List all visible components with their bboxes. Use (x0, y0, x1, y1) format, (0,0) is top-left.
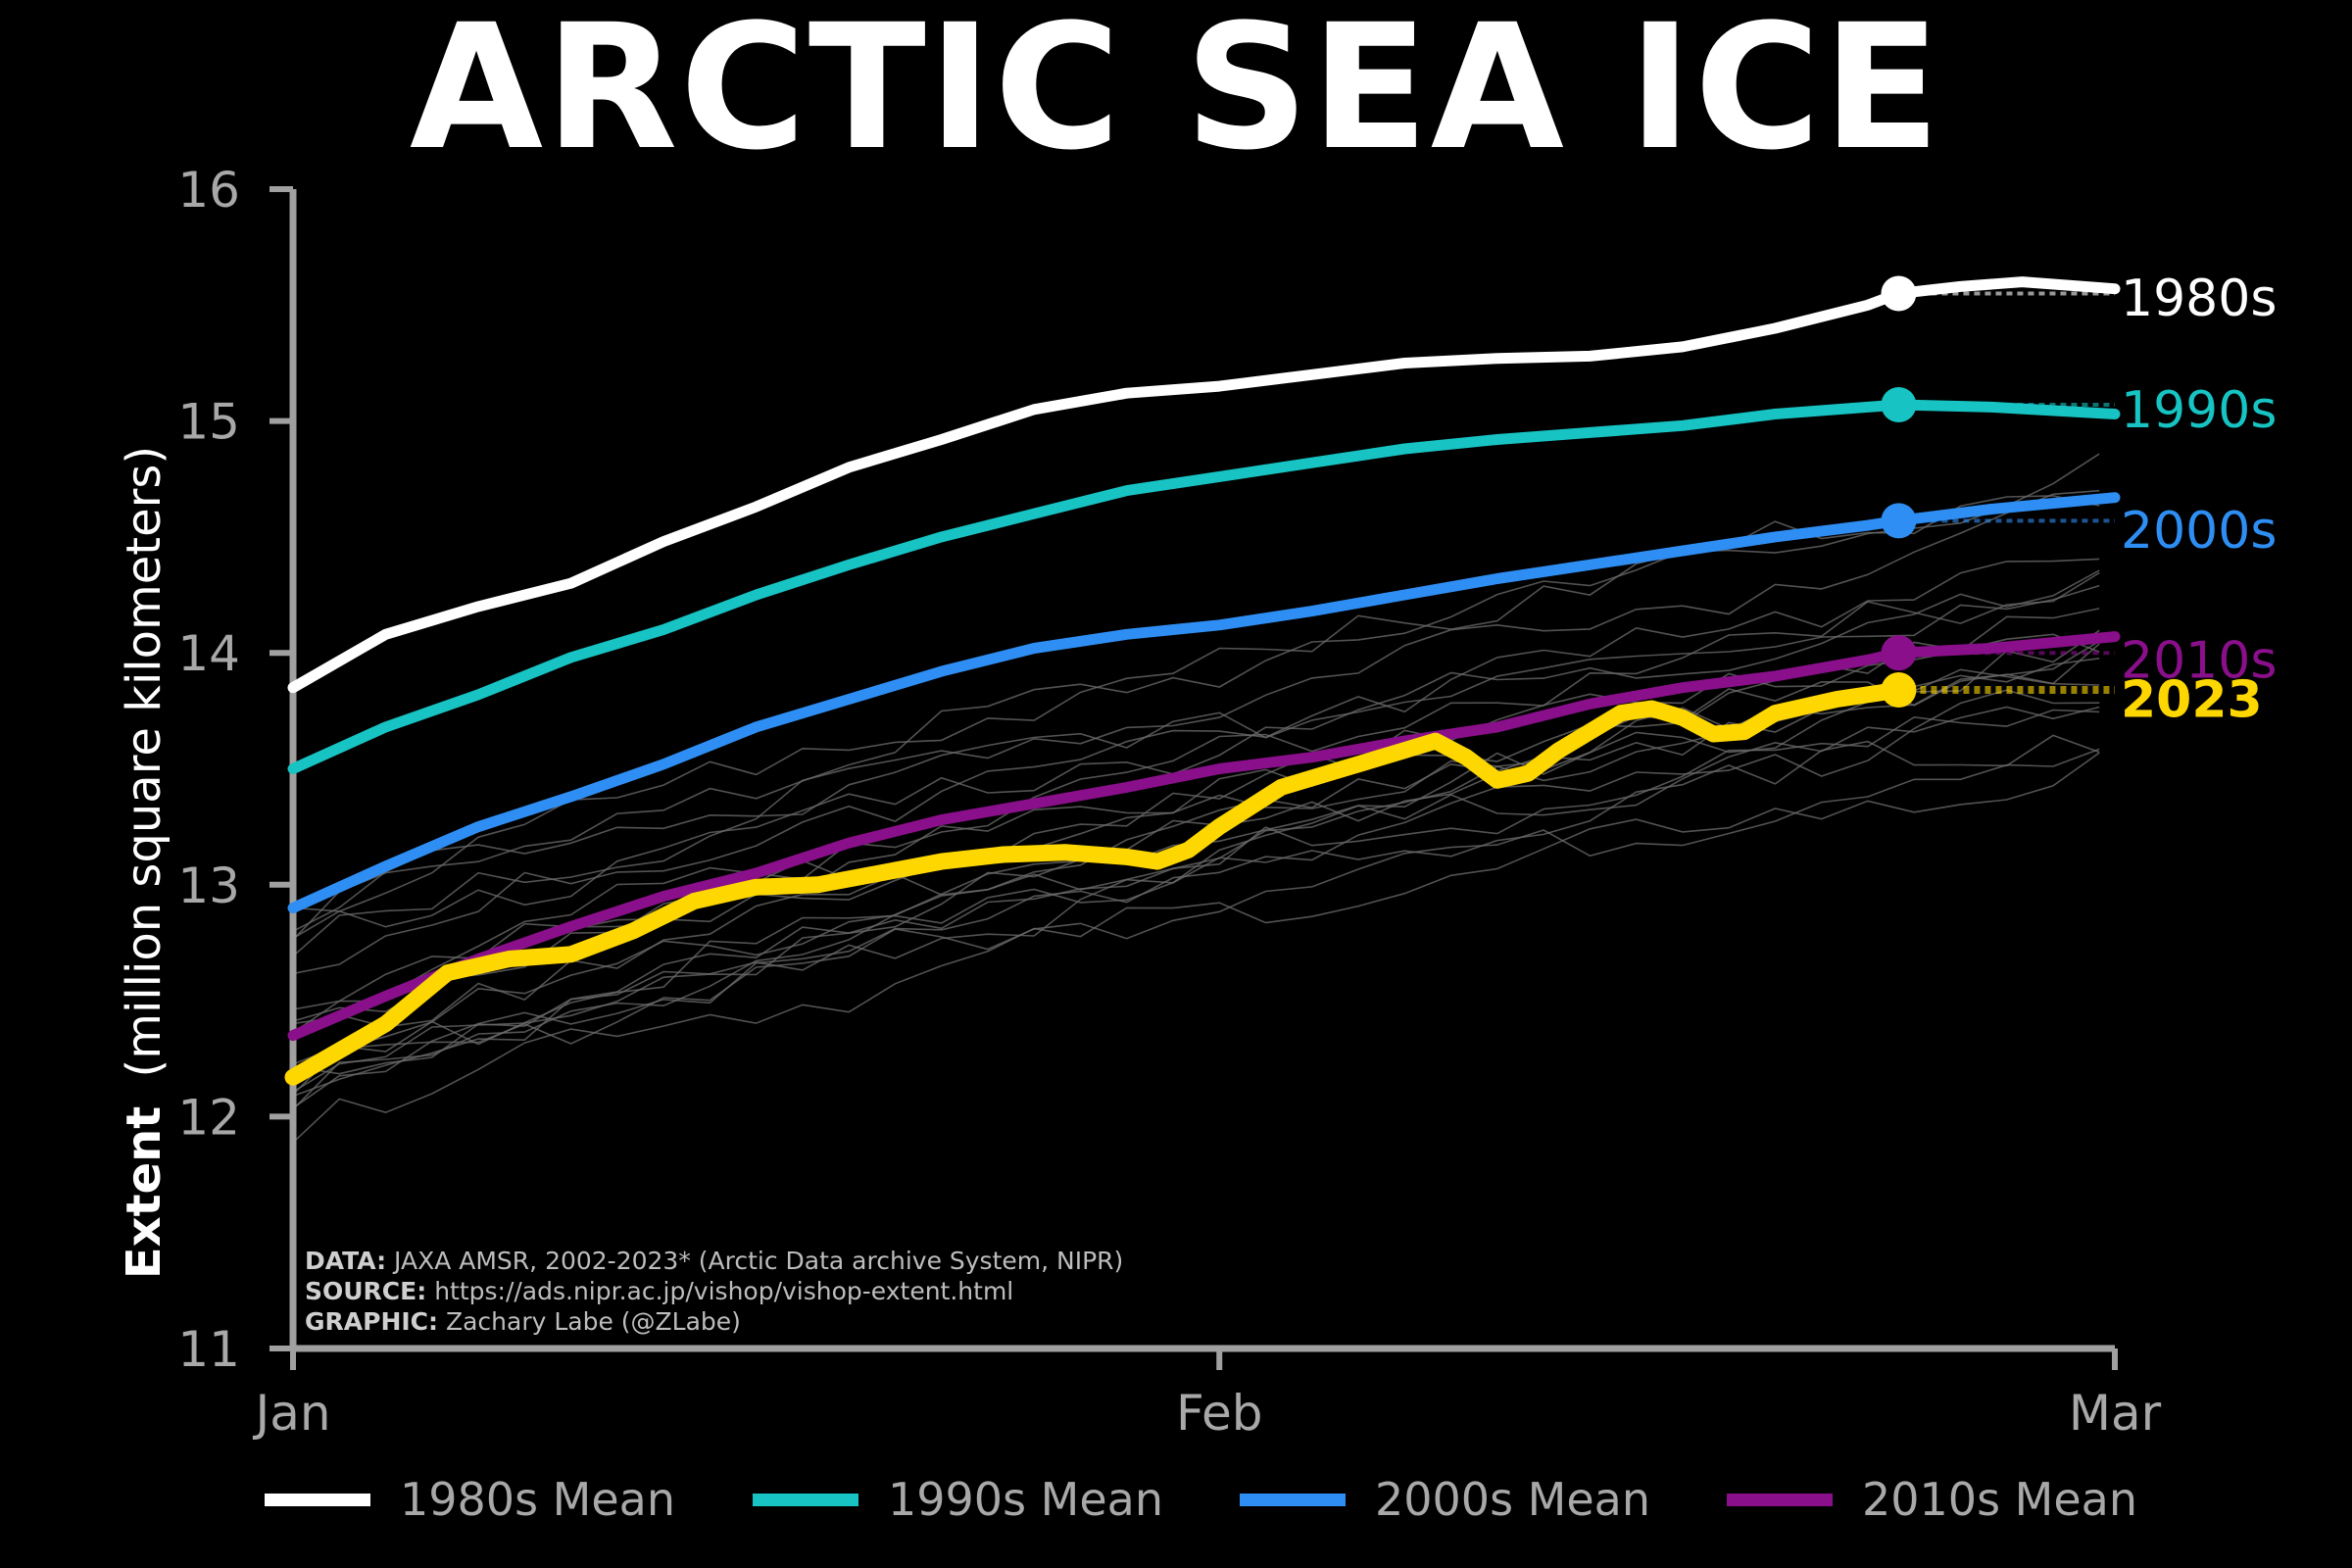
x-tick-label: Feb (1176, 1385, 1263, 1442)
legend-label: 2010s Mean (1862, 1473, 2137, 1526)
year-line (292, 489, 2100, 957)
series-line-2000s (287, 492, 2121, 913)
legend-swatch (1240, 1493, 1346, 1506)
series-marker-1990s (1881, 387, 1917, 423)
legend: 1980s Mean 1990s Mean 2000s Mean 2010s Mean (265, 1470, 2225, 1529)
y-axis-label-rest: (million square kilometers) (117, 446, 172, 1078)
year-line (292, 584, 2100, 932)
series-marker-2023 (1881, 672, 1917, 709)
legend-item-1990s: 1990s Mean (753, 1470, 1163, 1529)
legend-label: 1980s Mean (400, 1473, 675, 1526)
legend-item-1980s: 1980s Mean (265, 1470, 675, 1529)
y-tick-label: 16 (177, 162, 240, 219)
y-tick-label: 14 (177, 625, 240, 682)
year-line (292, 453, 2100, 941)
year-line (292, 571, 2100, 1025)
series-marker-2010s (1881, 635, 1917, 671)
y-tick-label: 13 (177, 858, 240, 914)
credit-graphic: GRAPHIC: Zachary Labe (@ZLabe) (305, 1307, 741, 1336)
x-tick-label: Mar (2069, 1385, 2162, 1442)
year-line (292, 658, 2100, 1110)
series-label-2023: 2023 (2121, 671, 2263, 730)
chart-title: ARCTIC SEA ICE (409, 0, 1943, 188)
series-line-2023 (284, 681, 1907, 1086)
y-axis-label: Extent (million square kilometers) (117, 446, 172, 1279)
y-tick-label: 12 (177, 1089, 240, 1146)
year-line (292, 706, 2100, 1065)
y-tick-label: 15 (177, 394, 240, 451)
series-label-2010s: 2010s (2121, 631, 2277, 690)
series-label-1980s: 1980s (2121, 270, 2277, 328)
year-line (292, 752, 2100, 1144)
year-line (292, 734, 2100, 1098)
legend-item-2010s: 2010s Mean (1727, 1470, 2137, 1529)
legend-swatch (265, 1493, 370, 1506)
series-marker-2000s (1881, 503, 1917, 539)
year-line (292, 709, 2100, 1075)
series-line-1990s (287, 399, 2121, 774)
y-axis-label-bold: Extent (117, 1106, 172, 1279)
axes: 11 12 13 14 15 16 Jan Feb Mar (177, 162, 2161, 1442)
year-line (292, 668, 2100, 1038)
legend-label: 1990s Mean (888, 1473, 1163, 1526)
credits-block: DATA: JAXA AMSR, 2002-2023* (Arctic Data… (305, 1246, 1123, 1337)
credit-source: SOURCE: https://ads.nipr.ac.jp/vishop/vi… (305, 1277, 1014, 1305)
series-label-2000s: 2000s (2121, 502, 2277, 561)
legend-swatch (753, 1493, 858, 1506)
year-line (292, 689, 2100, 1109)
legend-item-2000s: 2000s Mean (1240, 1470, 1650, 1529)
year-line (292, 558, 2100, 975)
x-tick-label: Jan (252, 1385, 330, 1442)
y-tick-label: 11 (177, 1321, 240, 1378)
series-lines (284, 276, 2121, 1086)
legend-label: 2000s Mean (1375, 1473, 1650, 1526)
series-marker-1980s (1881, 275, 1917, 312)
series-line-2010s (287, 631, 2121, 1042)
credit-data: DATA: JAXA AMSR, 2002-2023* (Arctic Data… (305, 1247, 1124, 1275)
series-markers (1881, 275, 2115, 709)
year-line (292, 569, 2100, 940)
series-label-1990s: 1990s (2121, 381, 2277, 440)
legend-swatch (1727, 1493, 1833, 1506)
